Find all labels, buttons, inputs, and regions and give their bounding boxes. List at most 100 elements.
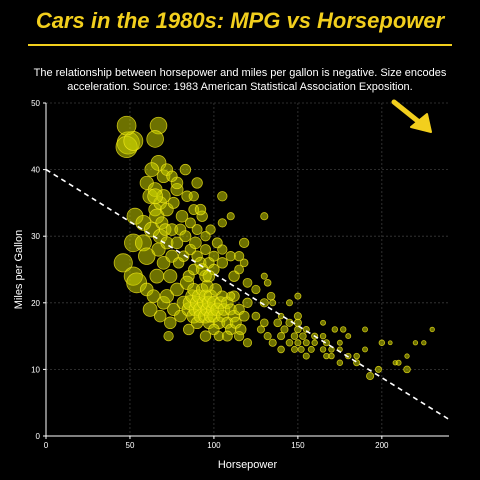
y-tick-label: 10 [31,365,40,374]
data-point [226,212,235,221]
data-point [277,332,286,341]
data-point [188,191,199,202]
data-point [259,318,269,328]
data-point [179,230,192,243]
data-point [404,353,410,359]
data-point [200,244,211,255]
data-point [336,359,344,366]
data-point [144,162,160,177]
data-point [167,196,180,209]
data-point [293,318,302,327]
data-point [322,339,330,347]
data-point [395,359,402,366]
data-point [163,330,174,342]
data-point [285,338,294,347]
data-point [194,203,207,216]
y-axis-title: Miles per Gallon [13,230,25,309]
data-point [153,309,167,323]
data-point [238,310,250,322]
data-point [319,346,327,353]
data-point [234,264,244,275]
y-tick-label: 30 [31,232,40,241]
axes [45,103,449,437]
data-point [202,269,216,283]
data-point [299,332,307,340]
data-point [311,339,318,346]
data-point [239,258,249,268]
data-points [113,115,435,381]
data-point [291,345,299,353]
data-point [189,236,202,250]
data-point [339,326,347,333]
data-point [331,326,339,333]
x-tick-label: 100 [207,441,221,450]
grid-lines [45,102,449,437]
data-point [251,311,261,321]
x-axis-title: Horsepower [218,459,278,471]
data-point [302,352,310,360]
data-point [320,319,327,326]
data-point [345,333,352,340]
data-point [191,177,203,189]
data-point [147,188,164,205]
data-point [233,251,245,262]
data-point [242,297,253,308]
data-point [323,352,330,360]
y-tick-label: 40 [31,166,40,175]
data-point [191,224,203,235]
data-point [166,170,178,182]
data-point [208,250,220,262]
data-point [277,345,285,354]
data-point [164,316,177,330]
tick-labels: 0 50 100 150 200 0 10 20 30 40 50 [31,99,389,450]
data-point [387,340,393,346]
data-point [260,212,269,221]
data-point [138,247,156,265]
data-point [266,291,276,301]
data-point [233,330,245,342]
data-point [378,339,386,346]
data-point [263,332,272,341]
data-point [170,282,184,297]
data-point [163,269,178,284]
data-point [170,236,184,250]
data-point [242,277,253,288]
data-point [216,257,229,269]
data-point [374,365,382,373]
x-tick-label: 50 [126,441,135,450]
data-point [200,231,211,242]
x-tick-label: 0 [44,441,49,450]
chart-title: Cars in the 1980s: MPG vs Horsepower [35,8,445,33]
data-point [268,338,277,347]
y-tick-label: 20 [31,299,40,308]
data-point [177,250,190,262]
data-point [353,352,360,360]
data-point [175,209,189,223]
data-point [242,338,253,348]
data-point [336,339,343,346]
trend-line [45,168,450,421]
data-point [285,299,293,307]
data-point [294,292,302,300]
data-point [159,289,174,304]
data-point [319,332,327,340]
data-point [269,299,277,307]
data-point [412,340,419,346]
data-point [294,339,302,347]
arrow-head [410,113,432,133]
data-point [217,218,227,228]
data-point [293,312,302,321]
data-point [403,365,411,374]
chart-subtitle: The relationship between horsepower and … [33,67,447,93]
data-point [217,244,228,255]
x-tick-label: 200 [375,441,389,450]
data-point [429,326,435,333]
data-point [302,339,310,347]
data-point [362,346,368,353]
data-point [221,330,233,342]
data-point [199,330,212,342]
data-point [142,302,158,317]
data-point [116,115,137,136]
data-point [256,325,265,334]
